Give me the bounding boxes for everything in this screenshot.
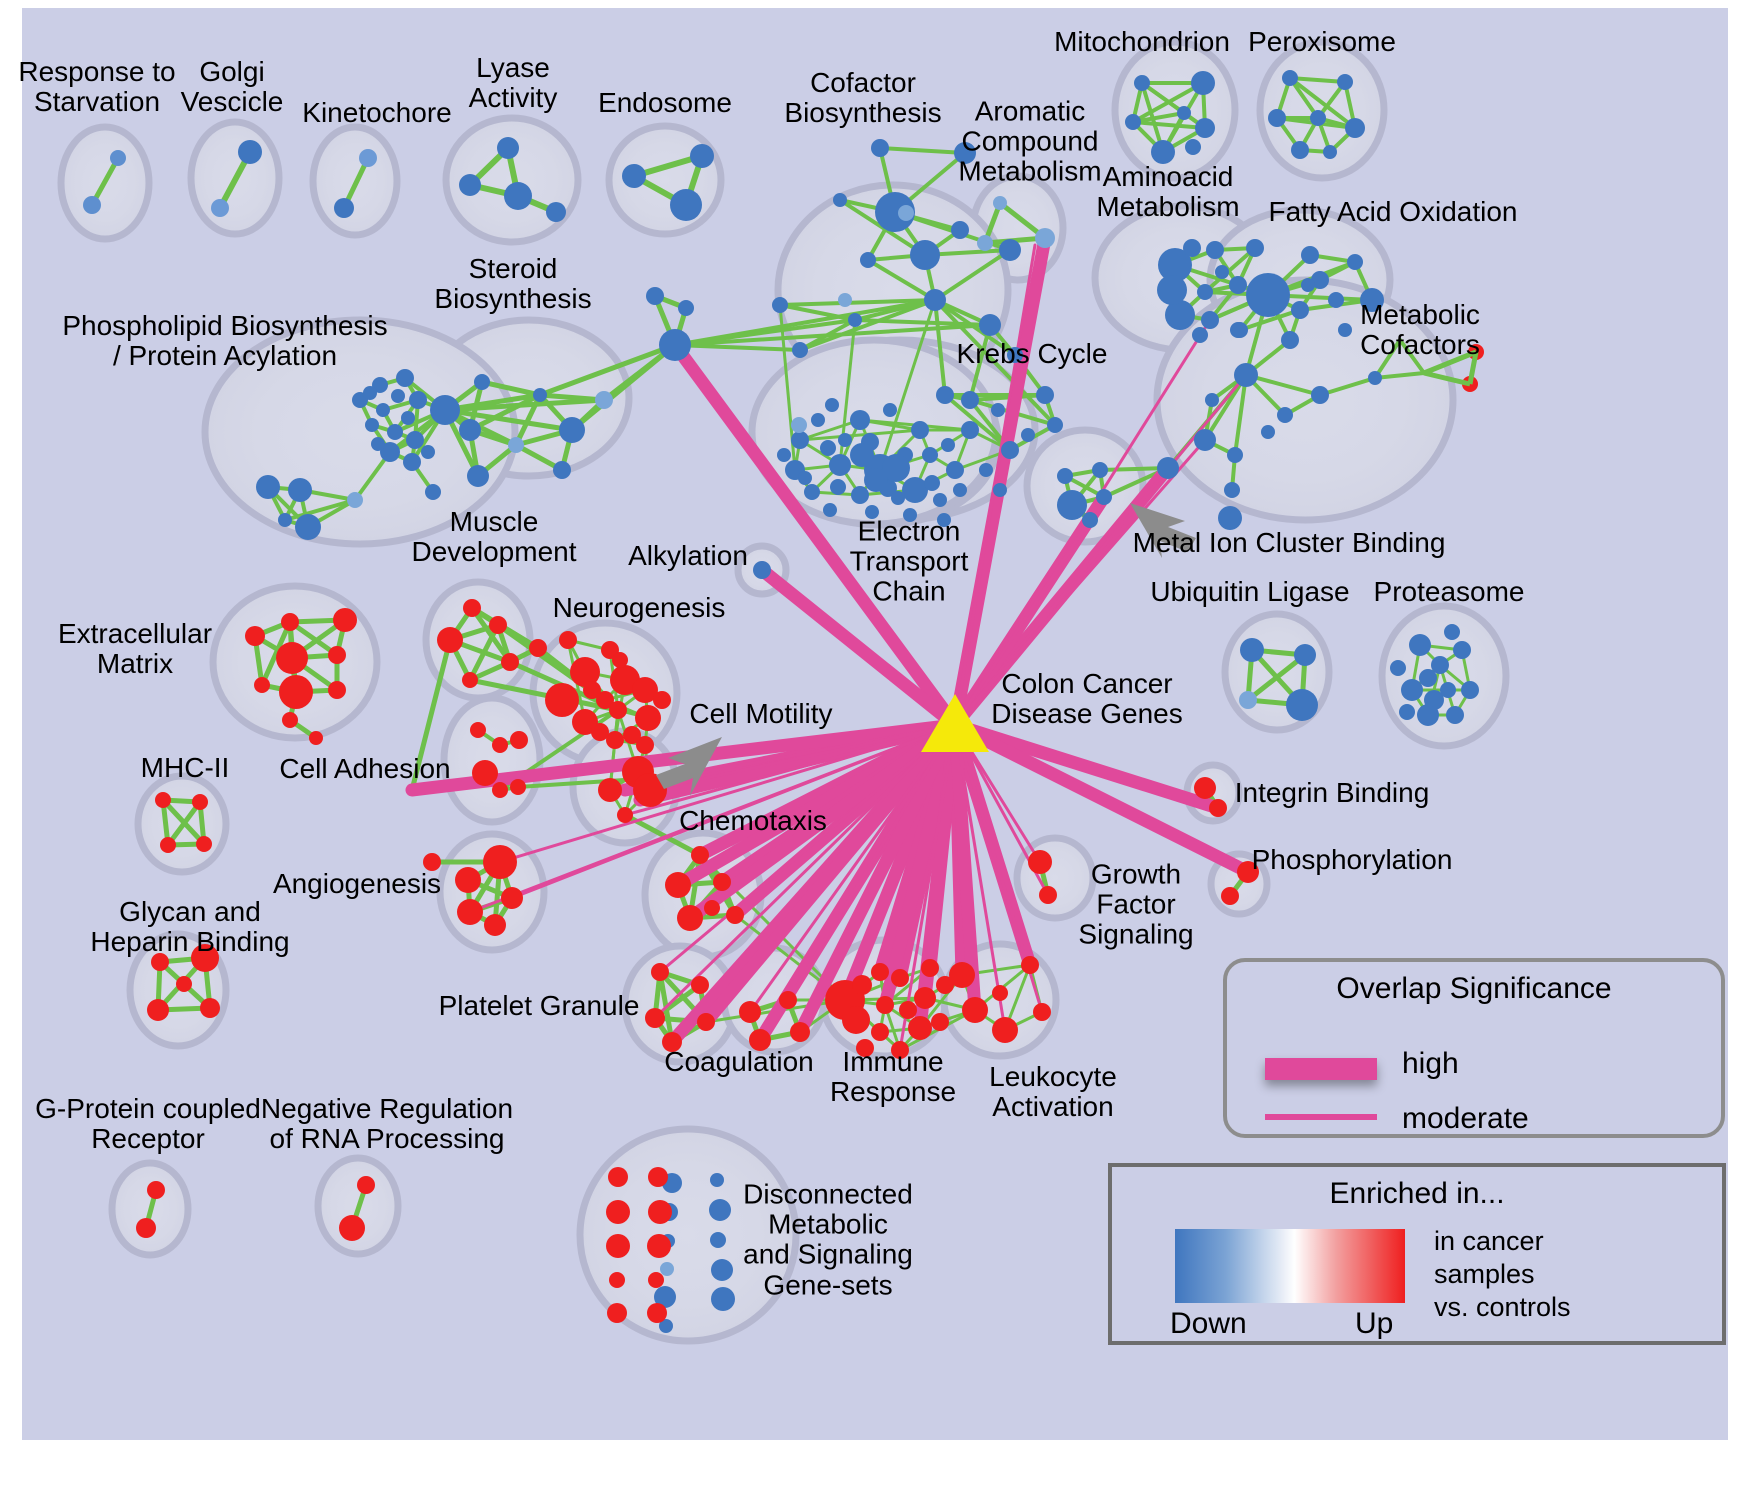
- overlap-legend-title: Overlap Significance: [1336, 972, 1612, 1005]
- enrichment-legend: Enriched in... Down Up in cancer samples…: [1108, 1163, 1726, 1345]
- overlap-significance-legend: Overlap Significance high moderate: [1223, 958, 1725, 1138]
- overlap-moderate-label: moderate: [1402, 1102, 1529, 1135]
- significance-edges-pink: [405, 231, 1255, 1052]
- gene-set-nodes-down: [83, 70, 1479, 1333]
- overlap-high-label: high: [1402, 1047, 1459, 1080]
- enrichment-down-label: Down: [1170, 1307, 1247, 1340]
- colon-cancer-hub-node[interactable]: [921, 694, 989, 752]
- overlap-high-swatch: [1265, 1058, 1377, 1080]
- gene-set-nodes-up: [136, 599, 1259, 1323]
- annotation-arrows: [656, 503, 1196, 796]
- enrichment-color-bar: [1175, 1229, 1405, 1303]
- overlap-moderate-swatch: [1265, 1114, 1377, 1120]
- enrichment-legend-title: Enriched in...: [1329, 1177, 1505, 1210]
- metabolic-cofactor-up-edges: [1423, 349, 1479, 387]
- enrichment-up-label: Up: [1355, 1307, 1394, 1340]
- enrichment-side-text: in cancer samples vs. controls: [1434, 1226, 1571, 1322]
